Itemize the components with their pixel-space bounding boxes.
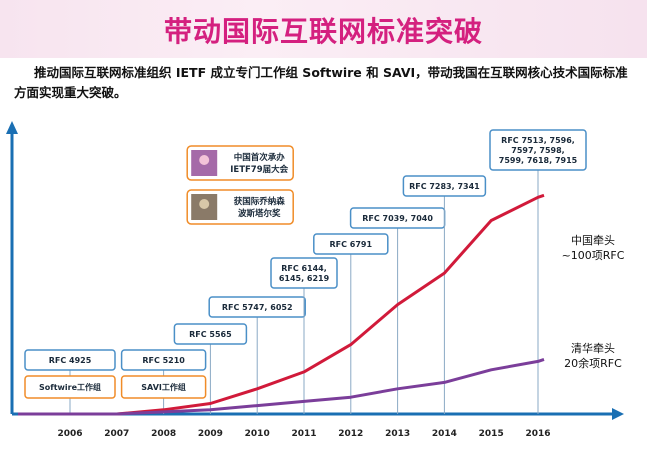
series-label: 清华牵头	[571, 341, 615, 355]
x-tick-label: 2016	[525, 429, 550, 439]
x-tick-label: 2013	[385, 429, 410, 439]
series-label: 20余项RFC	[564, 356, 622, 370]
rfc-box	[173, 323, 248, 345]
rfc-box-text: RFC 7513, 7596,	[501, 136, 575, 145]
rfc-annotation: RFC 5210 SAVI工作组	[120, 349, 207, 414]
rfc-annotation: RFC 7283, 7341	[402, 175, 487, 414]
rfc-box-text: RFC 6791	[330, 240, 373, 249]
rfc-box	[208, 296, 306, 318]
series-label: 中国牵头	[571, 234, 615, 247]
rfc-box	[24, 349, 116, 371]
x-axis-arrow	[612, 408, 624, 420]
x-tick-label: 2015	[479, 429, 504, 439]
event-text: IETF79届大会	[230, 164, 288, 175]
x-tick-label: 2006	[57, 429, 82, 439]
rfc-box-text: RFC 5565	[189, 330, 232, 339]
title-banner	[0, 0, 647, 58]
rfc-box-text: RFC 6144,	[281, 264, 327, 273]
event-text: 波斯塔尔奖	[238, 208, 281, 219]
rfc-box	[270, 257, 338, 289]
working-group-text: SAVI工作组	[141, 382, 186, 392]
rfc-box	[489, 129, 587, 171]
event-text: 获国际乔纳森	[233, 196, 286, 207]
x-tick-label: 2007	[104, 429, 129, 439]
rfc-annotation: RFC 5565	[173, 323, 248, 414]
series-label: ~100项RFC	[562, 249, 625, 262]
rfc-annotation: RFC 4925 Softwire工作组	[24, 349, 116, 414]
rfc-box-text: RFC 7283, 7341	[409, 182, 480, 191]
rfc-annotation: RFC 5747, 6052	[208, 296, 306, 414]
photo-detail-icon	[199, 155, 210, 165]
x-tick-label: 2011	[291, 429, 316, 439]
photo-detail-icon	[199, 199, 210, 209]
x-tick-label: 2014	[432, 429, 457, 439]
rfc-annotation: RFC 6791	[313, 233, 389, 414]
working-group-box	[24, 375, 116, 399]
rfc-box	[402, 175, 487, 197]
series-line-0	[18, 193, 545, 416]
rfc-box-text: 7597, 7598,	[511, 146, 564, 155]
y-axis-arrow	[6, 121, 18, 134]
working-group-text: Softwire工作组	[39, 382, 101, 392]
x-tick-label: 2010	[245, 429, 270, 439]
rfc-annotation: RFC 7513, 7596,7597, 7598,7599, 7618, 79…	[489, 129, 587, 414]
x-tick-label: 2008	[151, 429, 176, 439]
page-title: 带动国际互联网标准突破	[163, 15, 483, 48]
rfc-box	[313, 233, 389, 255]
rfc-box-text: RFC 4925	[49, 356, 92, 365]
rfc-box-text: 7599, 7618, 7915	[499, 156, 578, 165]
rfc-box-text: 6145, 6219	[279, 274, 330, 283]
rfc-box-text: RFC 7039, 7040	[362, 214, 433, 223]
rfc-annotation: RFC 6144,6145, 6219	[270, 257, 338, 414]
working-group-box	[120, 375, 207, 399]
x-tick-label: 2009	[198, 429, 223, 439]
rfc-box-text: RFC 5210	[142, 356, 185, 365]
rfc-box	[120, 349, 207, 371]
x-tick-label: 2012	[338, 429, 363, 439]
intro-paragraph: 推动国际互联网标准组织 IETF 成立专门工作组 Softwire 和 SAVI…	[14, 65, 628, 100]
event-text: 中国首次承办	[234, 152, 286, 163]
rfc-box-text: RFC 5747, 6052	[222, 303, 293, 312]
series-line-1	[18, 357, 545, 416]
